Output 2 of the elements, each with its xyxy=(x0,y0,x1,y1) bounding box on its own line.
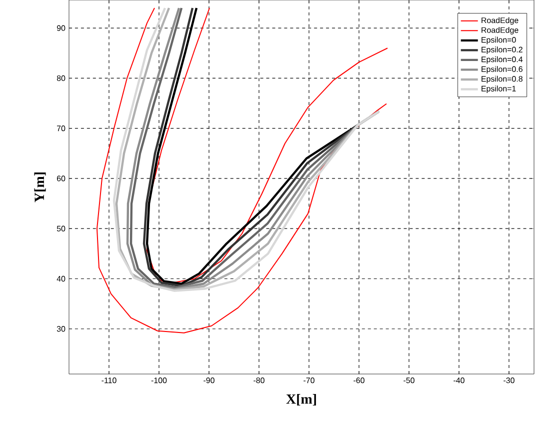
y-axis-title: Y[m] xyxy=(34,172,46,202)
x-axis-title: X[m] xyxy=(286,394,316,406)
